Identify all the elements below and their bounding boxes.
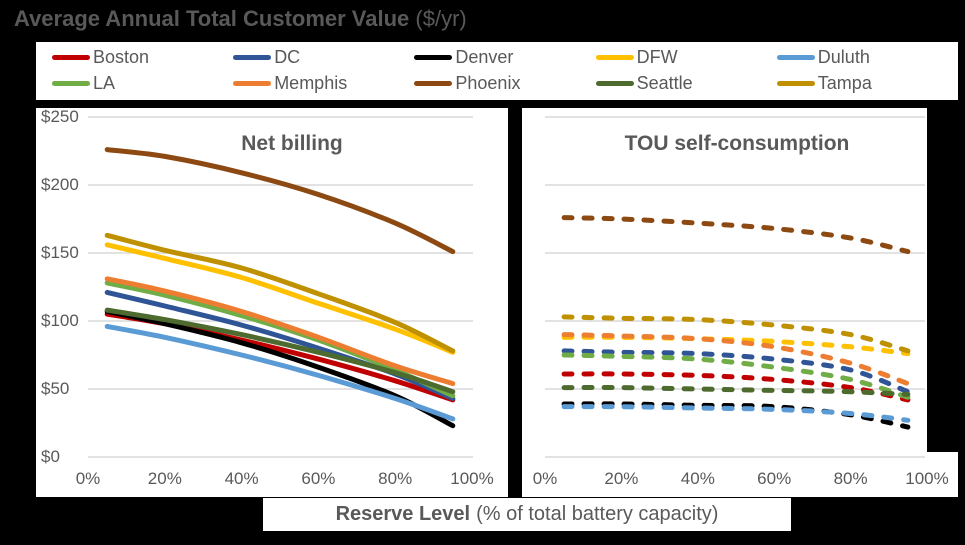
series-line-tampa xyxy=(561,314,911,354)
legend-label: Boston xyxy=(93,47,150,68)
series-line-dfw xyxy=(561,334,911,357)
series-line-denver xyxy=(561,401,911,430)
series-line-la xyxy=(561,352,911,400)
legend-line-swatch xyxy=(233,55,272,61)
legend-line-swatch xyxy=(52,81,90,87)
legend-item-seattle: Seattle xyxy=(595,73,777,94)
x-axis-tick: 80% xyxy=(378,469,413,488)
x-axis-tick: 40% xyxy=(680,469,715,488)
page-title: Average Annual Total Customer Value ($/y… xyxy=(14,6,467,32)
legend-label: DFW xyxy=(636,47,678,68)
panel-corner-mask xyxy=(927,108,958,452)
y-axis-tick: $200 xyxy=(41,175,79,194)
legend-line-swatch xyxy=(414,81,453,87)
legend-label: Seattle xyxy=(636,73,693,94)
series-line-seattle xyxy=(561,385,911,397)
tou-self-consumption-chart xyxy=(545,116,925,458)
net-billing-title: Net billing xyxy=(241,132,343,155)
legend-label: Phoenix xyxy=(455,73,521,94)
legend-item-tampa: Tampa xyxy=(776,73,958,94)
legend-item-denver: Denver xyxy=(414,47,595,68)
legend-item-la: LA xyxy=(52,73,233,94)
series-line-tampa xyxy=(104,232,456,354)
x-axis-tick: 0% xyxy=(532,469,558,488)
x-axis-label-rest: (% of total battery capacity) xyxy=(476,503,719,525)
legend-line-swatch xyxy=(595,81,634,87)
legend-line-swatch xyxy=(595,55,634,61)
legend-label: Tampa xyxy=(817,73,872,94)
legend-label: Memphis xyxy=(274,73,348,94)
x-axis-label: Reserve Level (% of total battery capaci… xyxy=(263,498,791,531)
series-line-memphis xyxy=(561,332,911,387)
x-axis-tick: 20% xyxy=(604,469,639,488)
series-line-la xyxy=(104,280,456,399)
legend-line-swatch xyxy=(776,81,815,87)
x-axis-tick: 100% xyxy=(450,469,494,488)
legend-label: DC xyxy=(274,47,301,68)
y-axis-tick: $250 xyxy=(41,107,79,126)
y-axis-tick: $0 xyxy=(41,447,60,466)
tou-title: TOU self-consumption xyxy=(624,132,850,155)
series-line-dc xyxy=(561,348,911,395)
legend: Boston DC Denver DFW Duluth LA Memphis Phoenix S… xyxy=(36,42,958,100)
legend-item-duluth: Duluth xyxy=(776,47,958,68)
series-line-boston xyxy=(561,371,911,403)
panel-net-billing: Net billing $0 $50 $100 $150 $200 $250 0% 20% 40… xyxy=(36,107,508,497)
series-line-memphis xyxy=(104,276,456,387)
series-line-phoenix xyxy=(561,215,911,255)
legend-line-swatch xyxy=(233,81,272,87)
legend-label: LA xyxy=(93,73,116,94)
legend-label: Denver xyxy=(455,47,514,68)
x-axis-tick: 40% xyxy=(224,469,259,488)
legend-item-phoenix: Phoenix xyxy=(414,73,595,94)
x-axis-tick: 60% xyxy=(757,469,792,488)
legend-item-boston: Boston xyxy=(52,47,233,68)
series-line-duluth xyxy=(104,323,456,422)
series-line-dfw xyxy=(104,242,456,355)
x-axis-tick: 0% xyxy=(75,469,101,488)
x-axis-tick: 100% xyxy=(905,469,949,488)
legend-item-dfw: DFW xyxy=(595,47,777,68)
x-axis-label-bold: Reserve Level xyxy=(335,503,471,525)
y-axis-tick: $50 xyxy=(41,379,70,398)
y-axis-tick: $150 xyxy=(41,243,79,262)
legend-item-dc: DC xyxy=(233,47,414,68)
legend-line-swatch xyxy=(414,55,453,61)
legend-label: Duluth xyxy=(817,47,870,68)
legend-line-swatch xyxy=(776,55,815,61)
x-axis-tick: 60% xyxy=(301,469,336,488)
legend-item-memphis: Memphis xyxy=(233,73,414,94)
y-axis-tick: $100 xyxy=(41,311,79,330)
panel-tou-self-consumption: TOU self-consumption 0% 20% 40% 60% 80% 100% xyxy=(522,108,958,497)
series-line-seattle xyxy=(104,307,456,395)
page-title-main: Average Annual Total Customer Value xyxy=(14,6,410,31)
net-billing-chart xyxy=(88,116,473,458)
x-axis-tick: 20% xyxy=(147,469,182,488)
x-axis-tick: 80% xyxy=(833,469,868,488)
legend-line-swatch xyxy=(52,55,90,61)
page-title-unit: ($/yr) xyxy=(415,6,467,31)
series-line-phoenix xyxy=(104,147,456,255)
series-line-duluth xyxy=(561,404,911,423)
